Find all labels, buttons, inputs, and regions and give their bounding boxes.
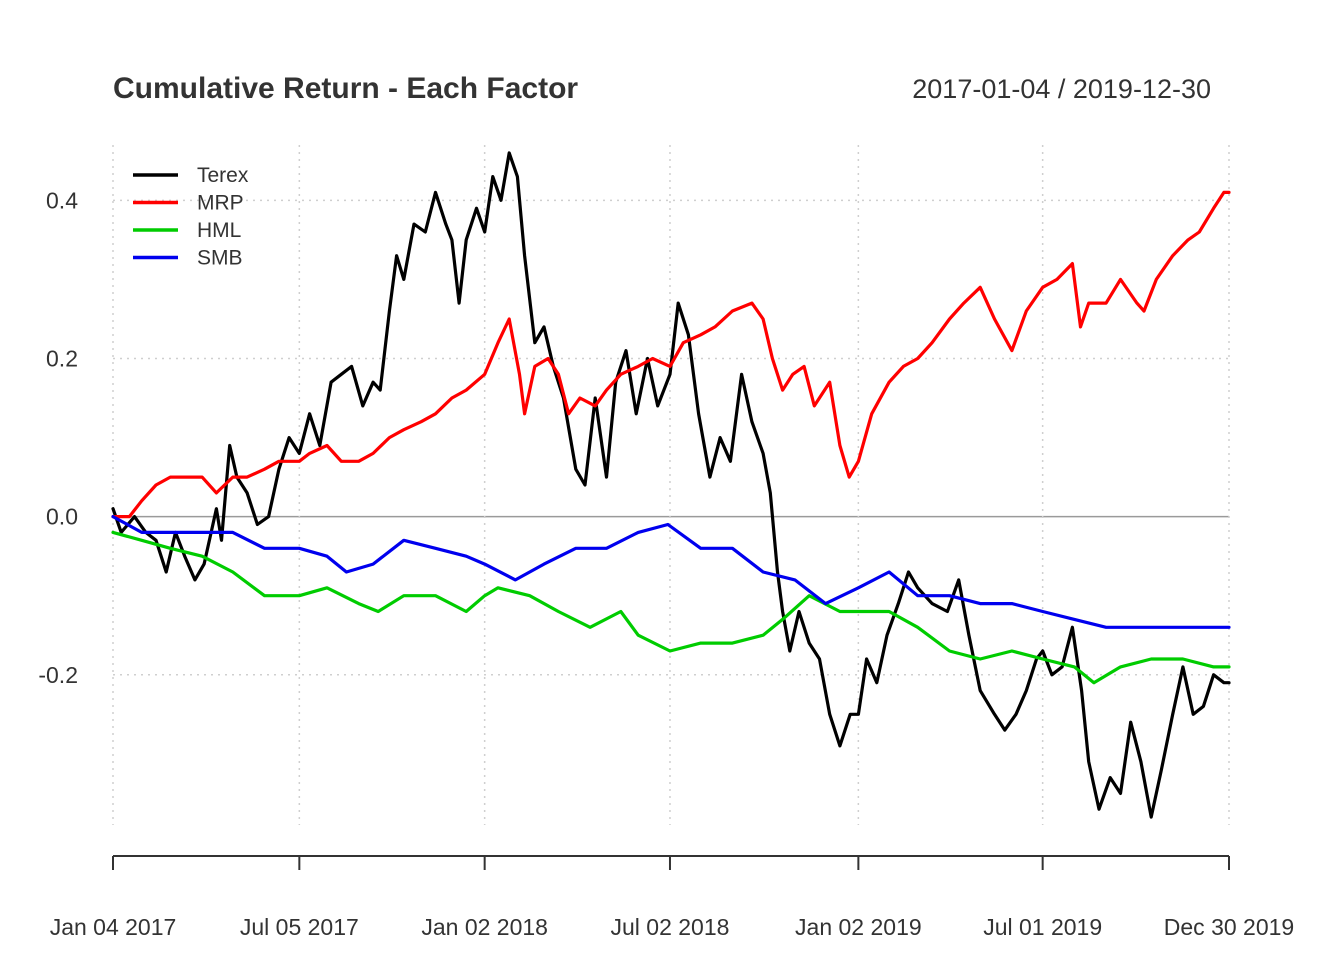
x-tick-label: Jul 01 2019 [983,914,1102,940]
x-tick-label: Jan 04 2017 [50,914,177,940]
x-tick-label: Jan 02 2019 [795,914,922,940]
legend-label-mrp: MRP [197,192,244,215]
legend-label-terex: Terex [197,164,249,187]
x-tick-label: Jul 02 2018 [611,914,730,940]
series-line-mrp [111,190,1231,519]
series-line-hml [111,530,1231,685]
series-line-smb [111,514,1231,629]
chart-title: Cumulative Return - Each Factor [113,72,578,105]
y-tick-label: 0.0 [46,504,78,530]
legend-label-smb: SMB [197,247,243,270]
grid-layer [112,145,1230,825]
legend-label-hml: HML [197,219,241,242]
series-layer [111,151,1231,819]
axis-layer: 0.4 0.2 0.0 -0.2 Jan 04 2017 Jul 05 2017 Jan 0… [38,187,1294,940]
legend: Terex MRP HML SMB [133,164,249,270]
x-tick-label: Jan 02 2018 [421,914,548,940]
date-range-label: 2017-01-04 / 2019-12-30 [912,74,1211,104]
y-tick-label: 0.2 [46,345,78,371]
y-tick-label: 0.4 [46,187,78,213]
y-tick-label: -0.2 [38,662,78,688]
x-tick-label: Jul 05 2017 [240,914,359,940]
x-tick-label: Dec 30 2019 [1164,914,1294,940]
series-line-terex [111,151,1231,819]
